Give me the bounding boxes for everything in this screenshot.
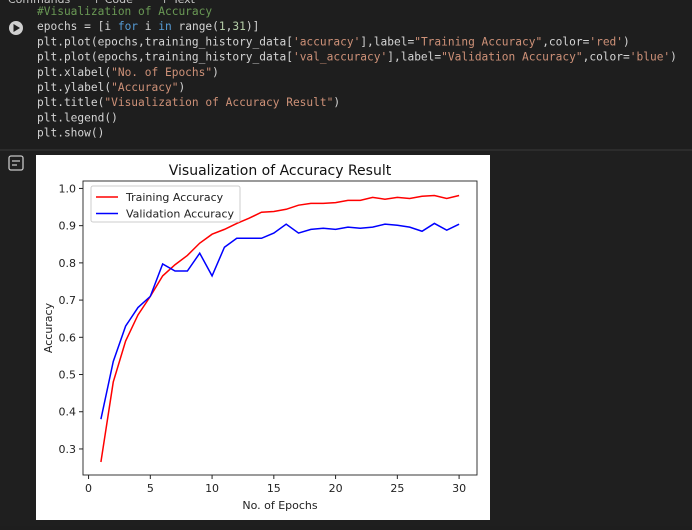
code-token: ) [670, 51, 677, 64]
code-token: ) [212, 66, 219, 79]
code-line: plt.show() [37, 127, 104, 140]
x-tick-label: 20 [329, 482, 343, 495]
code-token: range( [172, 20, 219, 33]
code-line: plt.plot(epochs,training_history_data['a… [37, 35, 630, 48]
toolbar-item: + Text [160, 0, 196, 6]
code-token: #Visualization of Accuracy [37, 5, 212, 18]
code-token: 'val_accuracy' [293, 51, 387, 64]
code-token: "Validation Accuracy" [441, 51, 582, 64]
code-cell [0, 0, 692, 150]
code-token: i [138, 20, 158, 33]
y-tick-label: 0.9 [59, 220, 77, 233]
code-token: plt.xlabel( [37, 66, 111, 79]
series-line [100, 194, 460, 463]
x-tick-label: 15 [267, 482, 281, 495]
y-tick-label: 0.4 [59, 406, 77, 419]
code-token: 1 [219, 20, 226, 33]
code-token: "No. of Epochs" [111, 66, 212, 79]
x-tick-label: 30 [452, 482, 466, 495]
code-line: plt.xlabel("No. of Epochs") [37, 66, 219, 79]
code-token: ,color= [542, 35, 589, 48]
x-tick-label: 25 [390, 482, 404, 495]
series-line [100, 222, 460, 420]
code-line: plt.legend() [37, 111, 118, 124]
x-tick-label: 5 [147, 482, 154, 495]
code-token: plt.show() [37, 127, 104, 140]
code-token: plt.plot(epochs,training_history_data[ [37, 51, 293, 64]
code-token: 31 [232, 20, 245, 33]
code-line: plt.plot(epochs,training_history_data['v… [37, 51, 677, 64]
chart-title: Visualization of Accuracy Result [169, 163, 392, 179]
code-token: plt.ylabel( [37, 81, 111, 94]
code-token: )] [246, 20, 259, 33]
code-token: 'blue' [630, 51, 670, 64]
code-token: 'accuracy' [293, 35, 360, 48]
code-token: ],label= [387, 51, 441, 64]
y-tick-label: 0.8 [59, 257, 77, 270]
plot-frame [82, 180, 478, 476]
y-tick-label: 0.5 [59, 369, 77, 382]
code-line: plt.title("Visualization of Accuracy Res… [37, 96, 340, 109]
y-tick-label: 0.3 [59, 443, 77, 456]
output-icon[interactable] [8, 155, 24, 171]
y-axis-label: Accuracy [42, 302, 55, 353]
legend-label: Validation Accuracy [126, 208, 235, 221]
run-icon [13, 24, 20, 32]
code-token: for [118, 20, 138, 33]
code-token: "Training Accuracy" [414, 35, 542, 48]
code-token: "Accuracy" [111, 81, 178, 94]
legend-label: Training Accuracy [125, 191, 224, 204]
code-token: ) [623, 35, 630, 48]
y-tick-label: 0.6 [59, 331, 77, 344]
code-token: 'red' [589, 35, 623, 48]
code-line: plt.ylabel("Accuracy") [37, 81, 185, 94]
x-axis-label: No. of Epochs [242, 499, 318, 512]
code-line: #Visualization of Accuracy [37, 5, 212, 18]
code-token: plt.legend() [37, 111, 118, 124]
code-line: epochs = [i for i in range(1,31)] [37, 20, 259, 33]
code-token: , [226, 20, 233, 33]
legend-box [90, 185, 241, 223]
code-token: ,color= [583, 51, 630, 64]
x-tick-label: 10 [205, 482, 219, 495]
code-token: "Visualization of Accuracy Result" [104, 96, 333, 109]
y-tick-label: 0.7 [59, 294, 77, 307]
code-token: ) [178, 81, 185, 94]
code-token: epochs = [i [37, 20, 118, 33]
code-token: plt.title( [37, 96, 104, 109]
code-token: in [158, 20, 171, 33]
x-tick-label: 0 [85, 482, 92, 495]
toolbar-item: + Code [92, 0, 133, 6]
toolbar-item: Commands [8, 0, 71, 6]
code-token: ],label= [360, 35, 414, 48]
code-token: ) [333, 96, 340, 109]
y-tick-label: 1.0 [59, 182, 77, 195]
code-token: plt.plot(epochs,training_history_data[ [37, 35, 293, 48]
